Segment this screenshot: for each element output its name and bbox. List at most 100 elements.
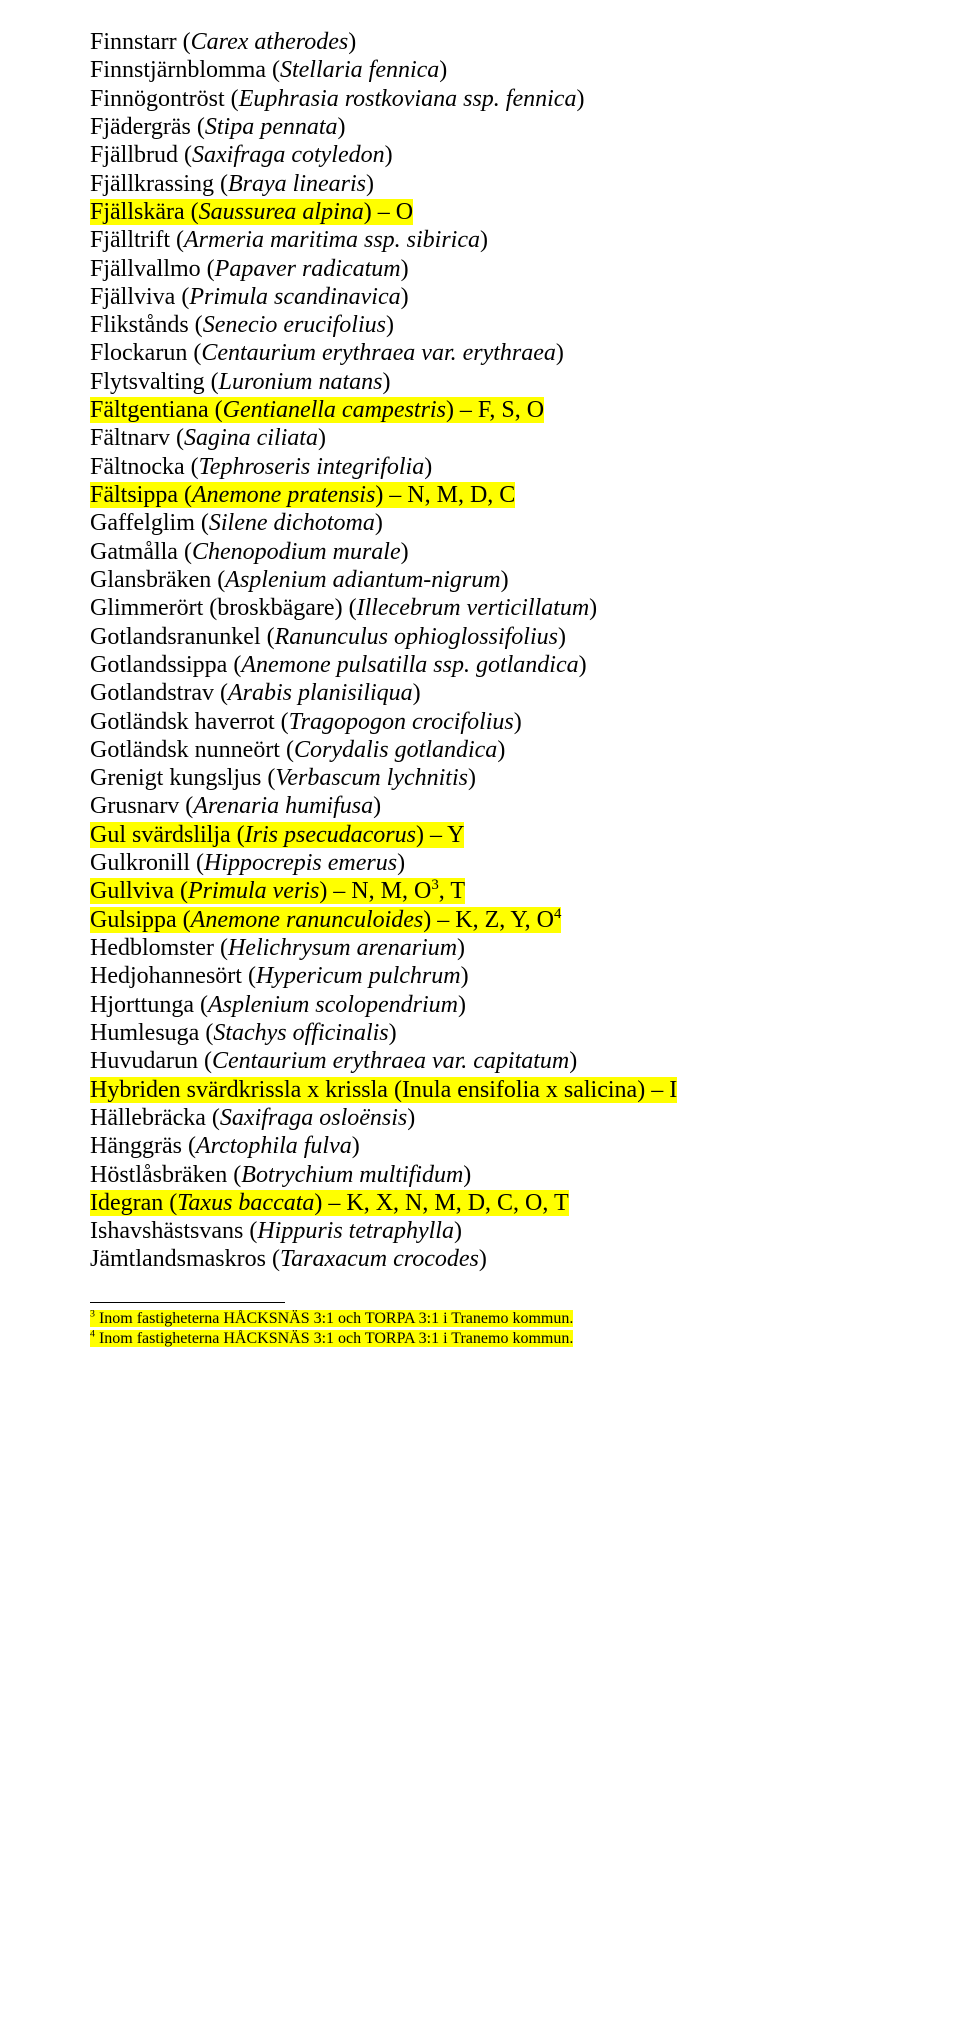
text-fragment: ) xyxy=(386,312,394,338)
text-fragment: Fältsippa ( xyxy=(90,482,192,508)
latin-name: Primula scandinavica xyxy=(189,284,400,310)
latin-name: Chenopodium murale xyxy=(192,539,401,565)
species-entry: Gotlandstrav (Arabis planisiliqua) xyxy=(90,679,920,707)
text-fragment: Idegran ( xyxy=(90,1190,177,1216)
latin-name: Saussurea alpina xyxy=(199,199,364,225)
entry-text: Hjorttunga (Asplenium scolopendrium) xyxy=(90,992,466,1018)
species-entry: Hedjohannesört (Hypericum pulchrum) xyxy=(90,962,920,990)
text-fragment: ) xyxy=(382,369,390,395)
entry-text: Flytsvalting (Luronium natans) xyxy=(90,369,390,395)
latin-name: Anemone ranunculoides xyxy=(191,907,424,933)
highlighted-text: Gul svärdslilja (Iris psecudacorus) – Y xyxy=(90,822,464,848)
text-fragment: Hedblomster ( xyxy=(90,935,228,961)
text-fragment: ) – O xyxy=(364,199,413,225)
species-entry: Gotlandsranunkel (Ranunculus ophioglossi… xyxy=(90,623,920,651)
entry-text: Gatmålla (Chenopodium murale) xyxy=(90,539,409,565)
entry-text: Gotländsk haverrot (Tragopogon crocifoli… xyxy=(90,709,522,735)
text-fragment: ) xyxy=(407,1105,415,1131)
entry-text: Fjällbrud (Saxifraga cotyledon) xyxy=(90,142,393,168)
text-fragment: ) xyxy=(589,595,597,621)
text-fragment: Humlesuga ( xyxy=(90,1020,213,1046)
text-fragment: ) xyxy=(569,1048,577,1074)
entry-text: Fjällkrassing (Braya linearis) xyxy=(90,171,374,197)
species-entry: Fältnocka (Tephroseris integrifolia) xyxy=(90,453,920,481)
footnote-text: Inom fastigheterna HÅCKSNÄS 3:1 och TORP… xyxy=(95,1310,573,1327)
latin-name: Iris psecudacorus xyxy=(245,822,416,848)
entry-text: Hedjohannesört (Hypericum pulchrum) xyxy=(90,963,469,989)
latin-name: Arctophila fulva xyxy=(196,1133,352,1159)
latin-name: Hypericum pulchrum xyxy=(256,963,461,989)
text-fragment: ) xyxy=(556,340,564,366)
entry-text: Fjädergräs (Stipa pennata) xyxy=(90,114,346,140)
text-fragment: ) xyxy=(385,142,393,168)
latin-name: Tephroseris integrifolia xyxy=(199,454,425,480)
text-fragment: Flikstånds ( xyxy=(90,312,203,338)
latin-name: Senecio erucifolius xyxy=(203,312,386,338)
entry-text: Gotlandssippa (Anemone pulsatilla ssp. g… xyxy=(90,652,587,678)
species-entry: Gotlandssippa (Anemone pulsatilla ssp. g… xyxy=(90,651,920,679)
species-entry: Fjällbrud (Saxifraga cotyledon) xyxy=(90,141,920,169)
species-entry: Flikstånds (Senecio erucifolius) xyxy=(90,311,920,339)
latin-name: Taxus baccata xyxy=(177,1190,314,1216)
entry-text: Gulkronill (Hippocrepis emerus) xyxy=(90,850,405,876)
species-entry: Huvudarun (Centaurium erythraea var. cap… xyxy=(90,1047,920,1075)
latin-name: Hippuris tetraphylla xyxy=(257,1218,454,1244)
latin-name: Sagina ciliata xyxy=(184,425,318,451)
footnote-text: Inom fastigheterna HÅCKSNÄS 3:1 och TORP… xyxy=(95,1330,573,1347)
text-fragment: Fältnarv ( xyxy=(90,425,184,451)
entry-text: Höstlåsbräken (Botrychium multifidum) xyxy=(90,1162,471,1188)
latin-name: Armeria maritima ssp. sibirica xyxy=(184,227,480,253)
species-entry: Flockarun (Centaurium erythraea var. ery… xyxy=(90,339,920,367)
text-fragment: Jämtlandsmaskros ( xyxy=(90,1246,280,1272)
species-entry: Grusnarv (Arenaria humifusa) xyxy=(90,792,920,820)
text-fragment: Grenigt kungsljus ( xyxy=(90,765,275,791)
text-fragment: ) xyxy=(468,765,476,791)
latin-name: Luronium natans xyxy=(219,369,383,395)
latin-name: Helichrysum arenarium xyxy=(228,935,457,961)
highlighted-text: 4 Inom fastigheterna HÅCKSNÄS 3:1 och TO… xyxy=(90,1330,573,1347)
latin-name: Ranunculus ophioglossifolius xyxy=(275,624,558,650)
species-entry: Fjällkrassing (Braya linearis) xyxy=(90,170,920,198)
text-fragment: ) xyxy=(352,1133,360,1159)
entry-text: Finnstjärnblomma (Stellaria fennica) xyxy=(90,57,447,83)
entry-text: Flockarun (Centaurium erythraea var. ery… xyxy=(90,340,564,366)
latin-name: Tragopogon crocifolius xyxy=(289,709,514,735)
entry-text: Glimmerört (broskbägare) (Illecebrum ver… xyxy=(90,595,597,621)
latin-name: Primula veris xyxy=(188,878,319,904)
latin-name: Stipa pennata xyxy=(205,114,338,140)
latin-name: Arabis planisiliqua xyxy=(228,680,413,706)
species-entry: Fjälltrift (Armeria maritima ssp. sibiri… xyxy=(90,226,920,254)
text-fragment: ) xyxy=(458,992,466,1018)
text-fragment: Fältnocka ( xyxy=(90,454,199,480)
species-entry: Flytsvalting (Luronium natans) xyxy=(90,368,920,396)
text-fragment: Fjädergräs ( xyxy=(90,114,205,140)
text-fragment: ) xyxy=(579,652,587,678)
text-fragment: ) xyxy=(514,709,522,735)
species-entry: Finnögontröst (Euphrasia rostkoviana ssp… xyxy=(90,85,920,113)
species-entry: Fjällviva (Primula scandinavica) xyxy=(90,283,920,311)
text-fragment: Fjällskära ( xyxy=(90,199,199,225)
species-entry: Glimmerört (broskbägare) (Illecebrum ver… xyxy=(90,594,920,622)
species-entry: Ishavshästsvans (Hippuris tetraphylla) xyxy=(90,1217,920,1245)
entry-text: Gotlandstrav (Arabis planisiliqua) xyxy=(90,680,421,706)
latin-name: Papaver radicatum xyxy=(215,256,401,282)
species-entry: Hedblomster (Helichrysum arenarium) xyxy=(90,934,920,962)
text-fragment: ) xyxy=(338,114,346,140)
species-entry: Gul svärdslilja (Iris psecudacorus) – Y xyxy=(90,821,920,849)
text-fragment: Fjälltrift ( xyxy=(90,227,184,253)
text-fragment: Flytsvalting ( xyxy=(90,369,219,395)
species-list: Finnstarr (Carex atherodes)Finnstjärnblo… xyxy=(90,28,920,1274)
latin-name: Arenaria humifusa xyxy=(193,793,373,819)
text-fragment: Gotländsk haverrot ( xyxy=(90,709,289,735)
text-fragment: ) xyxy=(439,57,447,83)
text-fragment: Gotlandssippa ( xyxy=(90,652,241,678)
text-fragment: ) xyxy=(480,227,488,253)
latin-name: Euphrasia rostkoviana ssp. fennica xyxy=(239,86,577,112)
latin-name: Anemone pulsatilla ssp. gotlandica xyxy=(241,652,578,678)
entry-text: Huvudarun (Centaurium erythraea var. cap… xyxy=(90,1048,577,1074)
species-entry: Fjädergräs (Stipa pennata) xyxy=(90,113,920,141)
entry-text: Jämtlandsmaskros (Taraxacum crocodes) xyxy=(90,1246,487,1272)
text-fragment: Fjällvallmo ( xyxy=(90,256,215,282)
latin-name: Gentianella campestris xyxy=(223,397,446,423)
text-fragment: Gotländsk nunneört ( xyxy=(90,737,294,763)
